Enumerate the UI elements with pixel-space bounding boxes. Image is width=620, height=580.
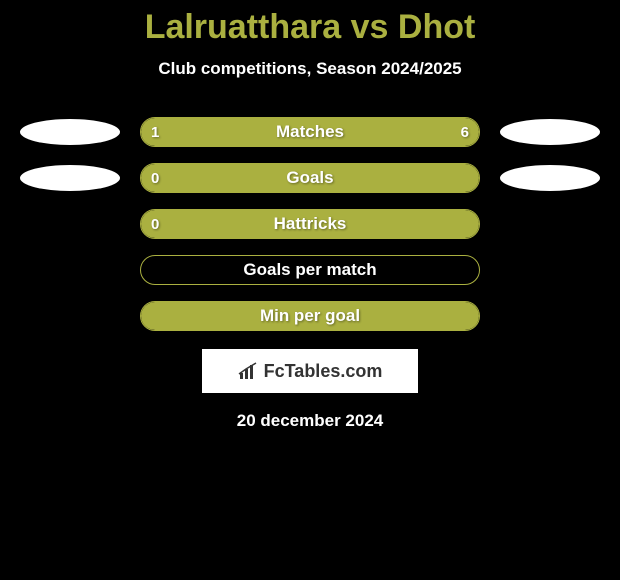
chart-icon <box>238 361 258 381</box>
stat-row: 1Matches6 <box>0 117 620 147</box>
stat-bar: 0Goals <box>140 163 480 193</box>
logo-box: FcTables.com <box>202 349 418 393</box>
team-badge-right <box>500 165 600 191</box>
stat-bar: 0Hattricks <box>140 209 480 239</box>
date-text: 20 december 2024 <box>0 411 620 431</box>
stat-label: Goals <box>141 168 479 188</box>
team-badge-left <box>20 119 120 145</box>
stat-label: Matches <box>141 122 479 142</box>
stat-label: Goals per match <box>141 260 479 280</box>
team-badge-right <box>500 119 600 145</box>
stat-row: 0Hattricks <box>0 209 620 239</box>
logo-content: FcTables.com <box>238 361 383 382</box>
stat-row: 0Goals <box>0 163 620 193</box>
logo-text: FcTables.com <box>264 361 383 382</box>
main-container: Lalruatthara vs Dhot Club competitions, … <box>0 0 620 431</box>
stat-bar: 1Matches6 <box>140 117 480 147</box>
stat-label: Min per goal <box>141 306 479 326</box>
stat-bar: Min per goal <box>140 301 480 331</box>
stats-area: 1Matches6 0Goals 0Hattricks Goals per match… <box>0 117 620 331</box>
page-title: Lalruatthara vs Dhot <box>0 8 620 47</box>
subtitle: Club competitions, Season 2024/2025 <box>0 59 620 79</box>
team-badge-left <box>20 165 120 191</box>
stat-bar: Goals per match <box>140 255 480 285</box>
stat-row: Min per goal <box>0 301 620 331</box>
stat-label: Hattricks <box>141 214 479 234</box>
stat-row: Goals per match <box>0 255 620 285</box>
stat-value-right: 6 <box>461 124 469 141</box>
